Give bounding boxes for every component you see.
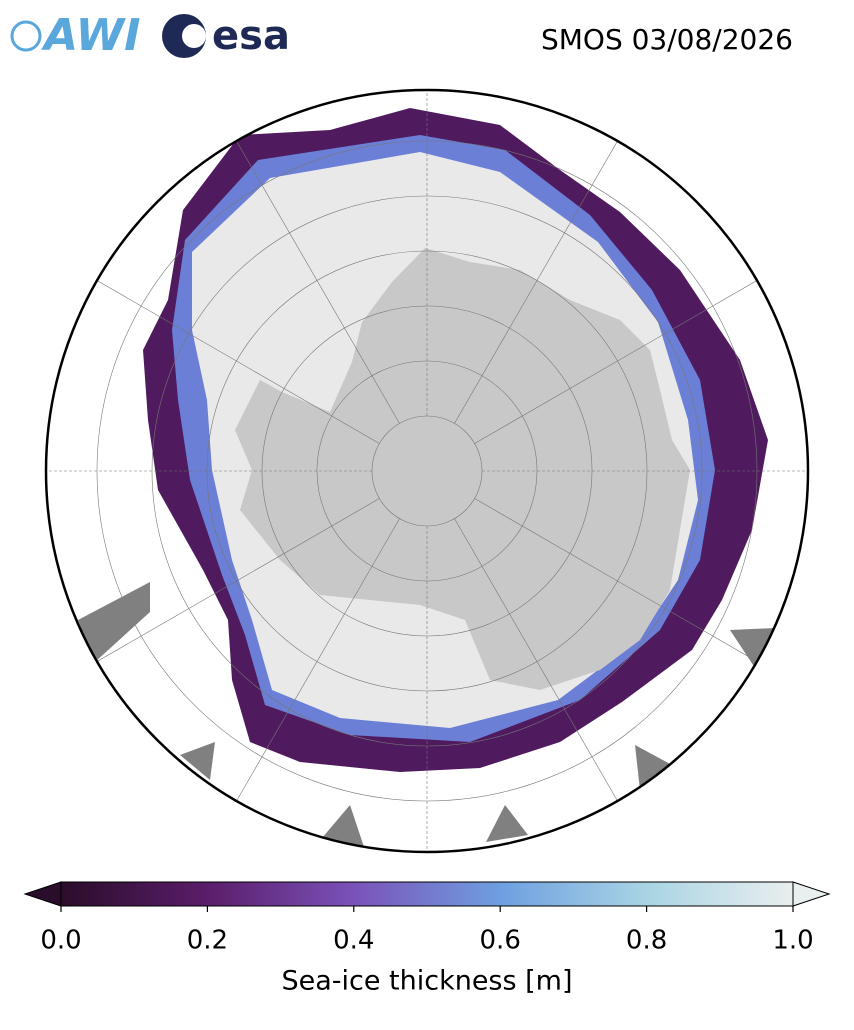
antarctica — [235, 248, 690, 690]
extend-high — [792, 881, 831, 907]
colorbar-fill — [60, 881, 794, 907]
meridian — [226, 518, 400, 818]
meridian — [474, 270, 774, 444]
meridian — [474, 498, 774, 672]
meridian — [80, 270, 380, 444]
colorbar: 0.0 0.2 0.4 0.6 0.8 1.0 — [23, 881, 831, 956]
land — [78, 582, 775, 850]
meridian — [454, 518, 628, 818]
meridian — [80, 498, 380, 672]
colorbar-label: Sea-ice thickness [m] — [281, 966, 572, 997]
map-border — [44, 88, 810, 854]
tick-label: 1.0 — [772, 926, 813, 956]
logo-text: esa — [212, 13, 290, 59]
tick-label: 0.6 — [480, 926, 521, 956]
meridian — [454, 124, 628, 424]
title: SMOS 03/08/2026 — [541, 23, 793, 56]
map — [46, 90, 808, 852]
tick-label: 0.4 — [333, 926, 374, 956]
tick-label: 0.0 — [40, 926, 81, 956]
meridian — [226, 124, 400, 424]
graticule — [46, 90, 808, 852]
esa-logo: esa — [162, 13, 290, 59]
tick-label: 0.8 — [626, 926, 667, 956]
extend-low — [23, 881, 62, 907]
tick-label: 0.2 — [187, 926, 228, 956]
logo-text: AWI — [41, 10, 141, 61]
awi-logo: AWI — [10, 10, 141, 61]
